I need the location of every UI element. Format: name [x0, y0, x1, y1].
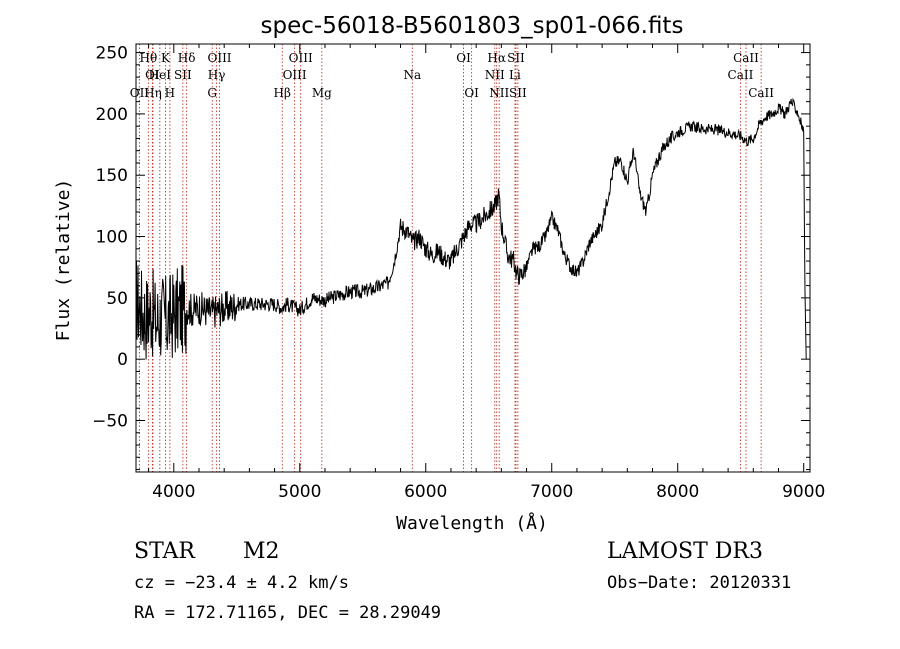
spectral-line-label: CaII: [748, 86, 774, 100]
spectral-line-label: Hα: [487, 51, 506, 65]
survey-name: LAMOST DR3: [607, 539, 763, 564]
redshift-velocity: cz = −23.4 ± 4.2 km/s: [134, 573, 349, 593]
spectral-line-label: Li: [509, 68, 521, 82]
chart-title: spec-56018-B5601803_sp01-066.fits: [261, 13, 684, 39]
y-tick-label: 150: [96, 166, 128, 186]
spectral-line-label: NII: [485, 68, 505, 82]
spectral-line-markers: [138, 44, 762, 472]
x-tick-label: 9000: [782, 482, 825, 502]
spectral-line-label: CaII: [728, 68, 754, 82]
coordinates: RA = 172.71165, DEC = 28.29049: [134, 603, 442, 623]
x-tick-label: 7000: [530, 482, 573, 502]
spectral-line-label: Hη: [144, 86, 162, 100]
spectral-line-label: OIII: [207, 51, 231, 65]
spectral-line-label: SII: [174, 68, 192, 82]
spectral-line-label: OIII: [283, 68, 307, 82]
spectral-line-label: K: [161, 51, 171, 65]
y-tick-label: 100: [96, 228, 128, 248]
spectral-line-label: Hβ: [274, 86, 291, 100]
object-class: STAR: [134, 539, 195, 564]
plot-frame: [135, 43, 811, 473]
x-tick-label: 8000: [656, 482, 699, 502]
spectral-line-label: OI: [145, 68, 160, 82]
x-tick-label: 6000: [404, 482, 447, 502]
spectral-line-labels: OII Hθ OI Hη HeI K H SII Hδ OIII Hγ G Hβ OIII OIII Mg Na…: [130, 51, 775, 100]
x-tick-label: 5000: [278, 482, 321, 502]
spectral-line-label: SII: [509, 86, 527, 100]
spectral-line-label: Na: [403, 68, 421, 82]
y-tick-label: 250: [96, 44, 128, 64]
spectral-line-label: CaII: [733, 51, 759, 65]
spectral-line-label: Hδ: [178, 51, 196, 65]
y-tick-label: 200: [96, 105, 128, 125]
spectral-line-label: SII: [507, 51, 525, 65]
spectral-line-label: OI: [464, 86, 479, 100]
y-tick-label: 50: [106, 289, 128, 309]
spectral-line-label: G: [207, 86, 217, 100]
spectral-line-label: Hγ: [208, 68, 226, 82]
x-tick-label: 4000: [152, 482, 195, 502]
y-axis-label: Flux (relative): [53, 179, 74, 342]
y-tick-label: 0: [117, 350, 128, 370]
spectral-line-label: H: [165, 86, 175, 100]
spectral-line-label: OII: [130, 86, 150, 100]
flux-series: [135, 97, 807, 360]
object-subclass: M2: [243, 539, 280, 564]
flux-line: [135, 97, 807, 360]
x-axis-label: Wavelength (Å): [396, 512, 548, 534]
spectral-line-label: OI: [456, 51, 471, 65]
x-axis: 4000 5000 6000 7000 8000 9000: [148, 44, 825, 502]
spectral-line-label: HeI: [149, 68, 172, 82]
spectral-line-label: Mg: [312, 86, 332, 100]
y-axis: −50 0 50 100 150 200 250: [92, 44, 810, 471]
spectral-line-label: OIII: [289, 51, 313, 65]
spectral-line-label: NII: [489, 86, 509, 100]
observation-date: Obs−Date: 20120331: [607, 573, 792, 593]
spectral-line-label: Hθ: [139, 51, 157, 65]
y-tick-label: −50: [92, 411, 128, 431]
